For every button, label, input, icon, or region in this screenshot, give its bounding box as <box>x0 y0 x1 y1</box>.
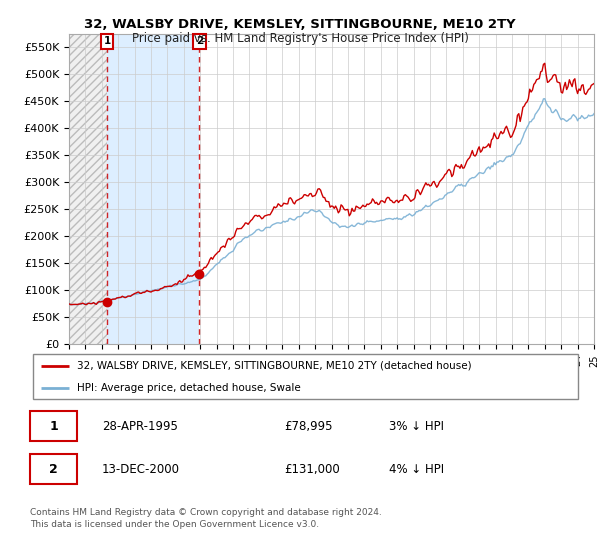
Text: 28-APR-1995: 28-APR-1995 <box>102 419 178 433</box>
Text: Contains HM Land Registry data © Crown copyright and database right 2024.
This d: Contains HM Land Registry data © Crown c… <box>30 508 382 529</box>
Text: 1: 1 <box>103 36 110 46</box>
Text: Price paid vs. HM Land Registry's House Price Index (HPI): Price paid vs. HM Land Registry's House … <box>131 32 469 45</box>
Text: £78,995: £78,995 <box>284 419 332 433</box>
Text: £131,000: £131,000 <box>284 463 340 476</box>
Text: 2: 2 <box>49 463 58 476</box>
Bar <box>107 34 199 344</box>
Text: 1: 1 <box>49 419 58 433</box>
Text: HPI: Average price, detached house, Swale: HPI: Average price, detached house, Swal… <box>77 382 301 393</box>
Text: 3% ↓ HPI: 3% ↓ HPI <box>389 419 444 433</box>
Text: 32, WALSBY DRIVE, KEMSLEY, SITTINGBOURNE, ME10 2TY: 32, WALSBY DRIVE, KEMSLEY, SITTINGBOURNE… <box>84 18 516 31</box>
FancyBboxPatch shape <box>33 354 578 399</box>
Text: 13-DEC-2000: 13-DEC-2000 <box>102 463 180 476</box>
Text: 2: 2 <box>196 36 203 46</box>
Text: 32, WALSBY DRIVE, KEMSLEY, SITTINGBOURNE, ME10 2TY (detached house): 32, WALSBY DRIVE, KEMSLEY, SITTINGBOURNE… <box>77 361 472 371</box>
FancyBboxPatch shape <box>30 411 77 441</box>
Bar <box>69 34 107 344</box>
Text: 4% ↓ HPI: 4% ↓ HPI <box>389 463 444 476</box>
FancyBboxPatch shape <box>30 454 77 484</box>
